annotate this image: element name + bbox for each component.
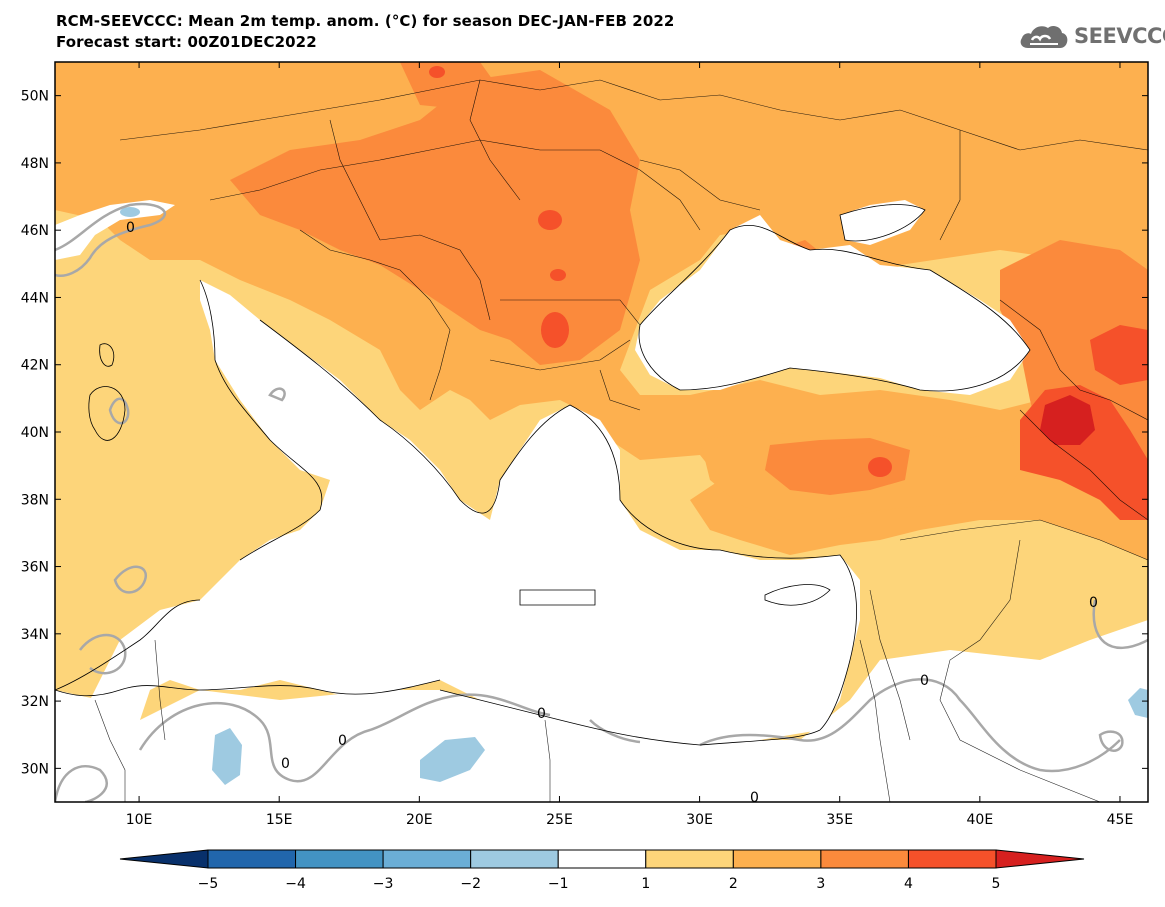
country-borders <box>94 79 1148 802</box>
colorbar-box <box>207 849 297 869</box>
coastlines <box>55 204 1031 746</box>
colorbar-box <box>557 849 647 869</box>
longitude-axis: 10E 15E 20E 25E 30E 35E 40E 45E <box>126 62 1134 828</box>
lat-tick-label: 48N <box>21 156 49 172</box>
lat-tick-label: 40N <box>21 425 49 441</box>
anomaly-3-4-anatolia <box>765 438 910 495</box>
lat-tick-label: 36N <box>21 560 49 576</box>
black-sea <box>635 215 1030 395</box>
latitude-axis: 50N 48N 46N 44N 42N 40N 38N 36N 34N 32N 30N <box>21 89 1148 777</box>
contour-label: 0 <box>1089 595 1098 611</box>
map-title: RCM-SEEVCCC: Mean 2m temp. anom. (°C) fo… <box>56 12 675 30</box>
colorbar-label: −1 <box>548 876 569 892</box>
lat-tick-label: 38N <box>21 492 49 508</box>
anomaly-minus-1-minus-2 <box>1128 688 1148 718</box>
anomaly-4-5-spot <box>868 457 892 477</box>
colorbar-label: −2 <box>460 876 481 892</box>
lat-tick-label: 50N <box>21 89 49 105</box>
lon-tick-label: 30E <box>686 812 713 828</box>
logo-text: SEEVCCC <box>1074 24 1165 48</box>
contour-label: 0 <box>338 733 347 749</box>
colorbar-box <box>645 849 734 869</box>
anomaly-4-5-spot <box>550 269 566 281</box>
colorbar-extend-high <box>995 849 1085 869</box>
anomaly-minus-1-minus-2 <box>120 207 140 217</box>
cloud-icon <box>1020 25 1068 48</box>
seevccc-logo: SEEVCCC <box>1018 20 1165 52</box>
colorbar-label: 4 <box>904 876 913 892</box>
colorbar-label: 1 <box>641 876 650 892</box>
lon-tick-label: 45E <box>1107 812 1134 828</box>
colorbar: −5 −4 −3 −2 −1 1 2 3 4 5 <box>119 849 1085 892</box>
lat-tick-label: 34N <box>21 627 49 643</box>
mediterranean-sea <box>55 280 860 802</box>
colorbar-label: 2 <box>729 876 738 892</box>
colorbar-box <box>470 849 559 869</box>
lat-tick-label: 46N <box>21 223 49 239</box>
lon-tick-label: 25E <box>546 812 573 828</box>
anomaly-4-5-spot <box>541 312 569 348</box>
lon-tick-label: 35E <box>826 812 853 828</box>
lon-tick-label: 15E <box>266 812 293 828</box>
colorbar-box <box>820 849 909 869</box>
anomaly-minus-1-minus-2 <box>212 728 242 785</box>
anomaly-4-5-ne <box>1090 325 1148 385</box>
contour-label: 0 <box>126 220 135 236</box>
anomaly-3-4-balkans <box>230 70 640 365</box>
lon-tick-label: 10E <box>126 812 153 828</box>
lon-tick-label: 20E <box>406 812 433 828</box>
neutral-zone-alps <box>55 200 175 260</box>
contour-label: 0 <box>537 706 546 722</box>
neutral-zone-south <box>55 620 1148 802</box>
anomaly-minus-1-minus-2 <box>420 737 485 782</box>
colorbar-label: −4 <box>285 876 306 892</box>
colorbar-label: 5 <box>992 876 1001 892</box>
lat-tick-label: 32N <box>21 694 49 710</box>
contour-label: 0 <box>281 756 290 772</box>
colorbar-box <box>907 849 997 869</box>
forecast-start-subtitle: Forecast start: 00Z01DEC2022 <box>56 33 317 51</box>
colorbar-label: −5 <box>198 876 219 892</box>
map-field: 0 0 0 0 0 0 0 <box>55 62 1148 806</box>
colorbar-box <box>732 849 822 869</box>
colorbar-label: 3 <box>816 876 825 892</box>
sea-of-azov <box>840 200 925 245</box>
anomaly-above-5-region <box>1040 395 1095 445</box>
colorbar-box <box>382 849 472 869</box>
colorbar-box <box>295 849 384 869</box>
anomaly-4-5-spot <box>429 66 445 78</box>
anomaly-4-5-spot <box>538 210 562 230</box>
colorbar-label: −3 <box>373 876 394 892</box>
colorbar-extend-low <box>119 849 209 869</box>
contour-label: 0 <box>750 790 759 806</box>
lat-tick-label: 42N <box>21 358 49 374</box>
contour-label: 0 <box>920 673 929 689</box>
lat-tick-label: 44N <box>21 290 49 306</box>
lon-tick-label: 40E <box>967 812 994 828</box>
lat-tick-label: 30N <box>21 761 49 777</box>
